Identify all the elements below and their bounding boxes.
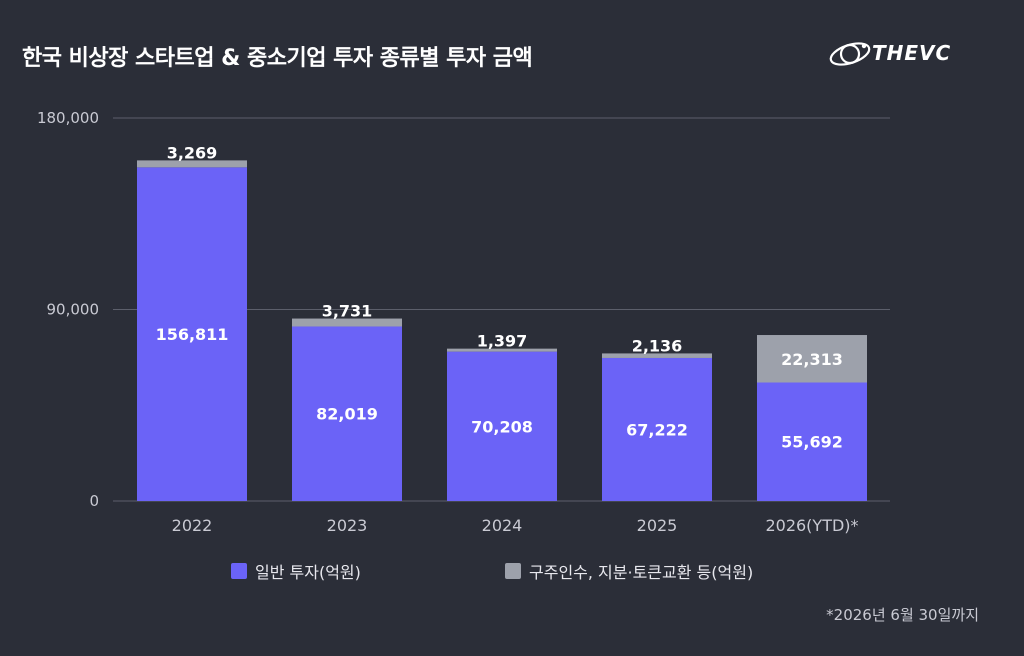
bar-other-2026(YTD)* [757,335,867,383]
legend-item-other: 구주인수, 지분·토큰교환 등(억원) [505,559,753,583]
data-label-other-1: 3,731 [322,302,373,321]
chart-title: 한국 비상장 스타트업 & 중소기업 투자 종류별 투자 금액 [22,46,533,71]
data-label-other-0: 3,269 [167,143,218,162]
bar-general-2025 [602,357,712,501]
bar-other-2024 [447,348,557,352]
data-label-general-1: 82,019 [316,405,378,424]
x-tick-label-4: 2026(YTD)* [765,516,858,535]
bar-chart: 0 90,000 180,000 156,811 3,269 2022 82,019 3,73… [37,109,890,535]
data-label-other-3: 2,136 [632,336,683,355]
x-tick-label-1: 2023 [327,516,368,535]
legend-label-general: 일반 투자(억원) [255,563,361,582]
x-tick-label-2: 2024 [482,516,523,535]
y-tick-label-0: 0 [89,492,99,510]
data-label-general-0: 156,811 [156,325,229,344]
data-label-general-4: 55,692 [781,433,843,452]
orbit-logo-icon [829,42,871,66]
logo-text: THEVC [872,41,952,65]
bar-other-2023 [292,318,402,327]
thevc-logo: THEVC [826,34,976,74]
bar-general-2026(YTD)* [757,382,867,501]
data-label-other-2: 1,397 [477,332,528,351]
legend-swatch-general [231,563,247,579]
footnote: *2026년 6월 30일까지 [826,606,979,624]
bar-general-2024 [447,351,557,501]
bar-general-2022 [137,167,247,501]
legend-swatch-other [505,563,521,579]
y-tick-label-1: 90,000 [47,301,100,319]
x-tick-label-0: 2022 [172,516,213,535]
bar-general-2023 [292,326,402,501]
legend-label-other: 구주인수, 지분·토큰교환 등(억원) [529,563,754,582]
bar-other-2022 [137,160,247,168]
x-tick-label-3: 2025 [637,516,678,535]
data-label-general-2: 70,208 [471,417,533,436]
bar-other-2025 [602,353,712,358]
data-label-general-3: 67,222 [626,420,688,439]
y-tick-label-2: 180,000 [37,109,99,127]
data-label-other-4: 22,313 [781,350,843,369]
legend-item-general: 일반 투자(억원) [231,559,361,583]
legend: 일반 투자(억원) 구주인수, 지분·토큰교환 등(억원) [0,559,1024,583]
